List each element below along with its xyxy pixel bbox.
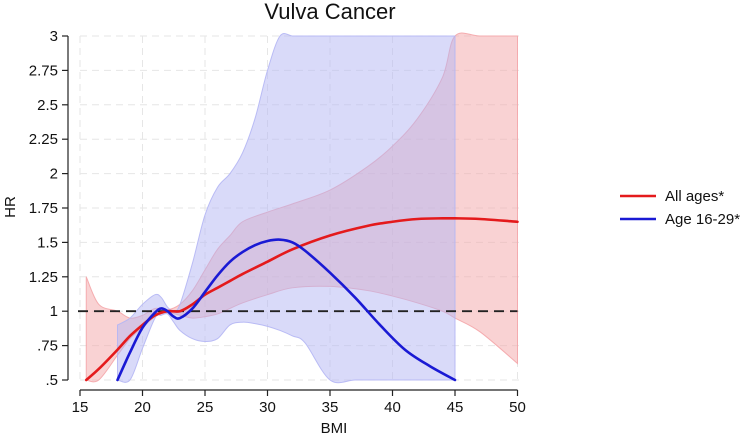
y-tick-label: 1.5 xyxy=(37,234,58,251)
y-tick-label: 1 xyxy=(50,303,58,320)
x-tick-label: 45 xyxy=(447,399,464,416)
x-tick-label: 15 xyxy=(72,399,89,416)
series-line-all-ages xyxy=(84,216,519,382)
y-tick-label: 3 xyxy=(50,28,58,45)
legend-label-all-ages: All ages* xyxy=(665,188,724,205)
x-tick-label: 30 xyxy=(259,399,276,416)
x-axis-title: BMI xyxy=(321,420,348,437)
x-tick-label: 40 xyxy=(384,399,401,416)
x-tick-label: 50 xyxy=(509,399,526,416)
series-lines xyxy=(84,216,519,382)
chart-title: Vulva Cancer xyxy=(264,0,395,24)
y-tick-label: 2.25 xyxy=(29,131,58,148)
legend-label-age-16-29: Age 16-29* xyxy=(665,211,740,228)
y-tick-label: 2.75 xyxy=(29,62,58,79)
x-tick-label: 20 xyxy=(134,399,151,416)
y-tick-label: .75 xyxy=(37,338,58,355)
y-tick-label: 2 xyxy=(50,166,58,183)
axes: 15 20 25 30 35 40 45 50 .5 .75 1 1.25 1.5 1.75 2 2.25 2.… xyxy=(29,28,526,416)
y-tick-label: 1.75 xyxy=(29,200,58,217)
confidence-bands xyxy=(85,32,518,384)
y-tick-label: .5 xyxy=(45,372,58,389)
y-tick-label: 1.25 xyxy=(29,269,58,286)
series-line-age-16-29 xyxy=(116,238,457,382)
x-tick-label: 35 xyxy=(322,399,339,416)
y-axis-title: HR xyxy=(2,196,19,218)
legend: All ages* Age 16-29* xyxy=(620,188,740,228)
x-tick-label: 25 xyxy=(197,399,214,416)
y-tick-label: 2.5 xyxy=(37,97,58,114)
